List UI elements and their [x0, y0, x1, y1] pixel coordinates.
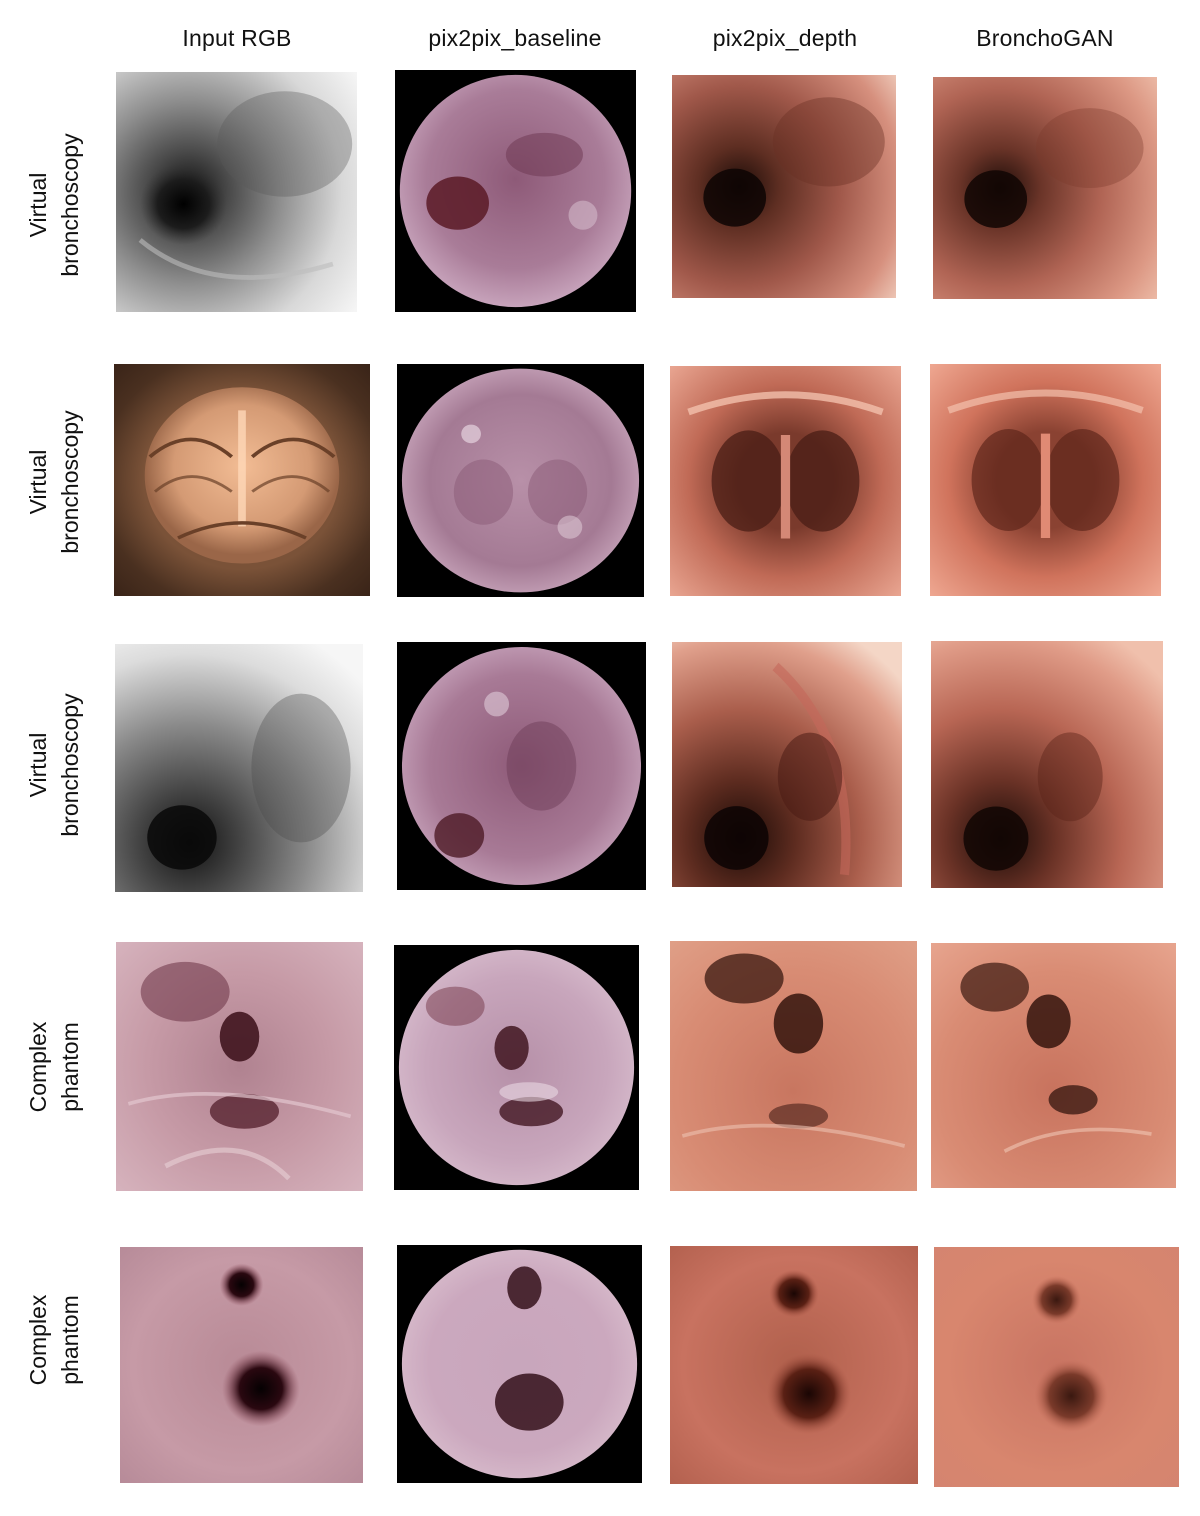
- bronchogan-red-branches-image: [931, 943, 1176, 1188]
- baseline-pink-circle-image: [395, 70, 636, 312]
- row-label-line2: bronchoscopy: [57, 693, 83, 837]
- row-label: Virtual bronchoscopy: [22, 332, 86, 632]
- row-label-line1: Virtual: [25, 172, 51, 238]
- virtual-tan-carina-image: [114, 364, 370, 596]
- phantom-pink-two-holes-image: [120, 1247, 363, 1483]
- virtual-grey-airway-image: [115, 644, 363, 892]
- row-label-line1: Virtual: [25, 732, 51, 798]
- phantom-pink-branches-image: [116, 942, 363, 1191]
- baseline-pink-circle-image: [394, 945, 639, 1190]
- depth-red-airway-image: [672, 642, 902, 887]
- row-label-line2: phantom: [57, 1022, 83, 1112]
- row-label-line2: phantom: [57, 1295, 83, 1385]
- bronchogan-red-airway-image: [931, 641, 1163, 888]
- virtual-grey-airway-image: [116, 72, 357, 312]
- row-label-line2: bronchoscopy: [57, 133, 83, 277]
- bronchogan-red-carina-image: [930, 364, 1161, 596]
- row-label: Virtual bronchoscopy: [22, 615, 86, 915]
- depth-red-airway-image: [672, 75, 896, 298]
- row-label-line1: Complex: [25, 1021, 51, 1113]
- depth-red-two-holes-image: [670, 1246, 918, 1484]
- bronchogan-red-airway-image: [933, 77, 1157, 299]
- depth-red-carina-image: [670, 366, 901, 596]
- column-header-input-rgb: Input RGB: [182, 25, 292, 51]
- row-label: Complex phantom: [22, 1190, 86, 1490]
- depth-red-branches-image: [670, 941, 917, 1191]
- row-label-line1: Virtual: [25, 449, 51, 515]
- row-label-line1: Complex: [25, 1294, 51, 1386]
- baseline-pink-circle-image: [397, 364, 644, 597]
- bronchogan-red-two-holes-image: [934, 1247, 1179, 1487]
- column-header-pix2pix-depth: pix2pix_depth: [712, 25, 858, 51]
- baseline-pink-circle-image: [397, 1245, 642, 1483]
- column-header-bronchogan: BronchoGAN: [976, 25, 1114, 51]
- baseline-pink-circle-image: [397, 642, 646, 890]
- row-label: Complex phantom: [22, 917, 86, 1217]
- row-label: Virtual bronchoscopy: [22, 55, 86, 355]
- row-label-line2: bronchoscopy: [57, 410, 83, 554]
- column-header-pix2pix-baseline: pix2pix_baseline: [428, 25, 602, 51]
